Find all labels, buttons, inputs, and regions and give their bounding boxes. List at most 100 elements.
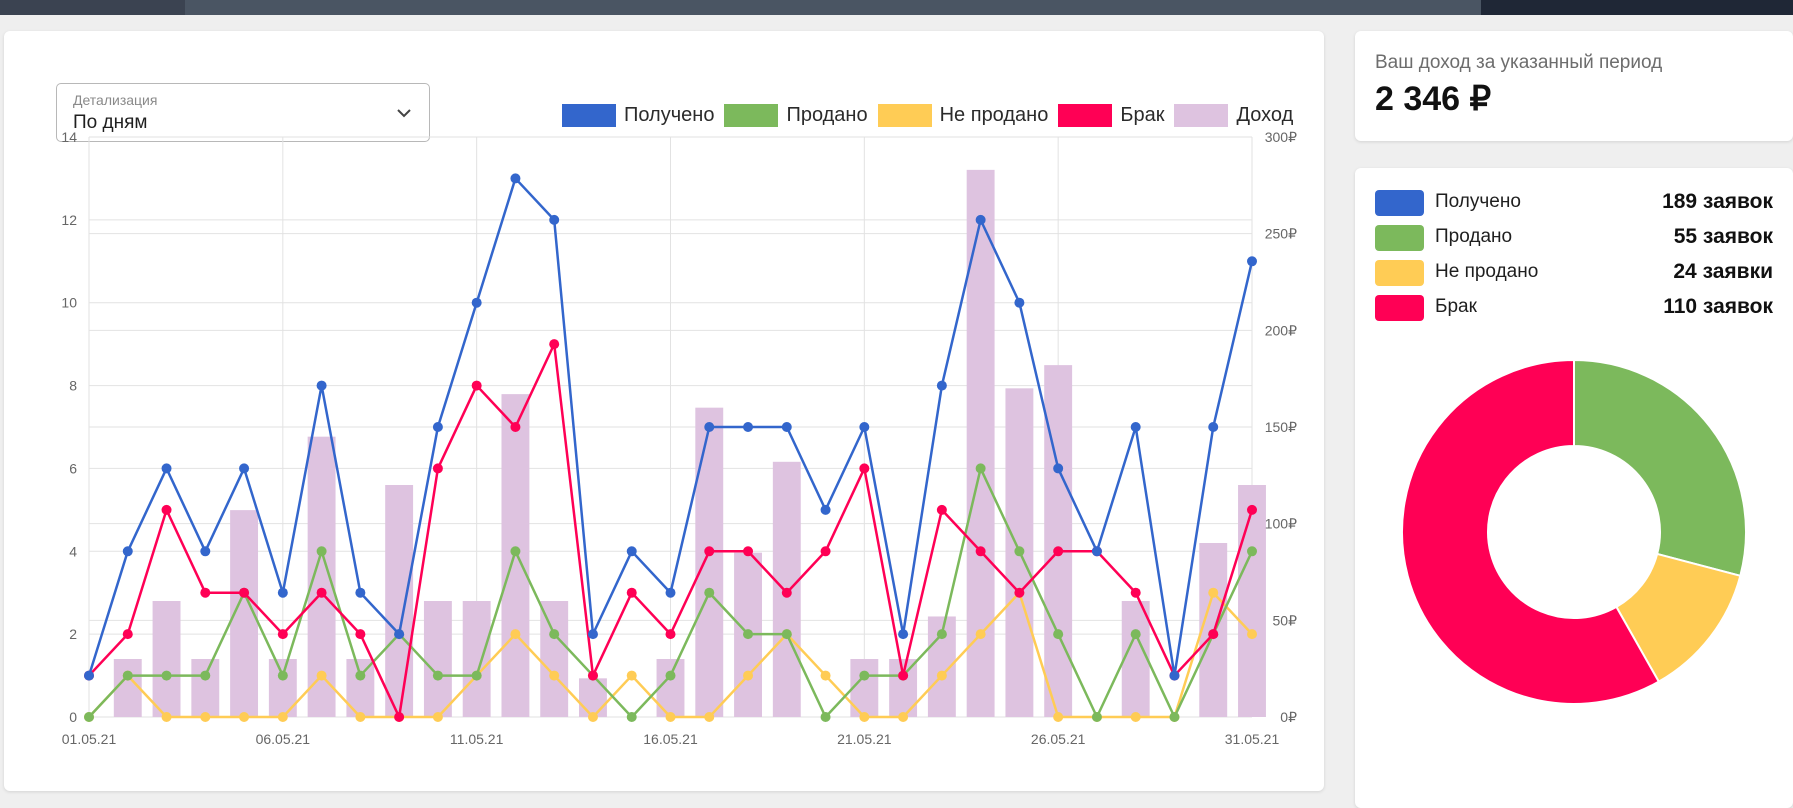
point-Продано-11 bbox=[471, 670, 482, 681]
point-Не продано-4 bbox=[200, 712, 211, 722]
point-Получено-1 bbox=[84, 670, 94, 681]
point-Брак-23 bbox=[936, 504, 947, 515]
point-Продано-19 bbox=[781, 629, 792, 640]
point-Продано-15 bbox=[626, 712, 637, 722]
point-Получено-24 bbox=[975, 214, 986, 225]
income-card: Ваш доход за указанный период 2 346 ₽ bbox=[1355, 31, 1793, 141]
legend-swatch-defect bbox=[1058, 103, 1113, 127]
legend-label-sold: Продано bbox=[786, 103, 868, 126]
top-app-bar bbox=[0, 0, 1793, 15]
point-Не продано-12 bbox=[510, 629, 521, 640]
legend-swatch-sold bbox=[724, 103, 779, 127]
income-bar-13 bbox=[540, 601, 569, 717]
income-bar-28 bbox=[1121, 601, 1150, 717]
point-Брак-21 bbox=[859, 463, 870, 474]
y-left-tick-4: 4 bbox=[69, 543, 77, 559]
stat-swatch-sold bbox=[1375, 225, 1424, 251]
legend-swatch-unsold bbox=[877, 103, 932, 127]
stat-label-received: Получено bbox=[1435, 191, 1521, 212]
stat-label-defect: Брак bbox=[1435, 296, 1477, 317]
income-title: Ваш доход за указанный период bbox=[1375, 52, 1663, 73]
y-right-tick-0: 0₽ bbox=[1280, 709, 1297, 725]
point-Брак-9 bbox=[394, 712, 405, 722]
x-tick-1: 06.05.21 bbox=[256, 731, 311, 747]
stat-value-sold: 55 заявок bbox=[1673, 225, 1773, 248]
chart-legend: Получено Продано Не продано Брак Доход bbox=[562, 103, 1303, 127]
donut-slice-Продано[interactable] bbox=[1573, 358, 1747, 578]
y-right-tick-6: 300₽ bbox=[1265, 129, 1297, 145]
top-bar-right-segment bbox=[1481, 0, 1793, 15]
point-Не продано-31 bbox=[1247, 629, 1257, 640]
point-Брак-15 bbox=[626, 587, 637, 598]
point-Брак-22 bbox=[898, 670, 909, 681]
point-Брак-3 bbox=[161, 504, 172, 515]
point-Получено-8 bbox=[355, 587, 366, 598]
y-left-tick-6: 6 bbox=[69, 460, 77, 476]
legend-item-unsold[interactable]: Не продано bbox=[877, 103, 1048, 127]
point-Продано-28 bbox=[1130, 629, 1141, 640]
income-value: 2 346 ₽ bbox=[1375, 80, 1492, 118]
point-Продано-2 bbox=[122, 670, 133, 681]
point-Брак-24 bbox=[975, 546, 986, 557]
x-tick-6: 31.05.21 bbox=[1225, 731, 1280, 747]
point-Получено-10 bbox=[432, 422, 443, 432]
x-tick-2: 11.05.21 bbox=[450, 731, 504, 747]
point-Не продано-23 bbox=[936, 670, 947, 681]
point-Брак-8 bbox=[355, 629, 366, 640]
point-Не продано-15 bbox=[626, 670, 637, 681]
point-Продано-6 bbox=[277, 670, 288, 681]
point-Продано-21 bbox=[859, 670, 870, 681]
point-Не продано-24 bbox=[975, 629, 986, 640]
point-Получено-26 bbox=[1053, 463, 1064, 474]
y-right-tick-2: 100₽ bbox=[1265, 516, 1297, 532]
y-left-tick-10: 10 bbox=[61, 295, 77, 311]
legend-item-sold[interactable]: Продано bbox=[724, 103, 868, 127]
detail-select[interactable]: Детализация По дням bbox=[56, 83, 430, 142]
point-Продано-29 bbox=[1169, 712, 1180, 722]
top-bar-left-segment bbox=[0, 0, 185, 15]
stat-row-received: Получено 189 заявок bbox=[1375, 189, 1773, 217]
y-left-tick-0: 0 bbox=[69, 709, 77, 725]
point-Получено-4 bbox=[200, 546, 211, 557]
legend-item-income[interactable]: Доход bbox=[1174, 103, 1293, 127]
point-Брак-31 bbox=[1247, 504, 1257, 515]
point-Получено-30 bbox=[1208, 422, 1219, 432]
income-bar-10 bbox=[423, 601, 452, 717]
point-Брак-16 bbox=[665, 629, 676, 640]
point-Продано-8 bbox=[355, 670, 366, 681]
point-Продано-18 bbox=[743, 629, 754, 640]
point-Не продано-20 bbox=[820, 670, 831, 681]
point-Получено-12 bbox=[510, 173, 521, 184]
point-Продано-3 bbox=[161, 670, 172, 681]
point-Брак-4 bbox=[200, 587, 211, 598]
point-Брак-19 bbox=[781, 587, 792, 598]
legend-item-defect[interactable]: Брак bbox=[1058, 103, 1164, 127]
point-Не продано-18 bbox=[743, 670, 754, 681]
point-Не продано-7 bbox=[316, 670, 327, 681]
stat-value-unsold: 24 заявки bbox=[1673, 260, 1773, 283]
point-Получено-29 bbox=[1169, 670, 1180, 681]
point-Получено-13 bbox=[549, 214, 560, 225]
legend-label-received: Получено bbox=[624, 103, 715, 126]
stat-swatch-received bbox=[1375, 190, 1424, 216]
point-Продано-25 bbox=[1014, 546, 1025, 557]
point-Получено-9 bbox=[394, 629, 405, 640]
point-Не продано-14 bbox=[587, 712, 598, 722]
donut-slice-Брак[interactable] bbox=[1401, 358, 1661, 705]
point-Не продано-22 bbox=[898, 712, 909, 722]
point-Брак-6 bbox=[277, 629, 288, 640]
point-Получено-28 bbox=[1130, 422, 1141, 432]
income-bar-7 bbox=[307, 436, 336, 717]
point-Продано-13 bbox=[549, 629, 560, 640]
point-Брак-20 bbox=[820, 546, 831, 557]
point-Продано-24 bbox=[975, 463, 986, 474]
point-Получено-17 bbox=[704, 422, 715, 432]
point-Не продано-16 bbox=[665, 712, 676, 722]
y-right-tick-3: 150₽ bbox=[1265, 419, 1297, 435]
legend-item-received[interactable]: Получено bbox=[562, 103, 715, 127]
point-Получено-6 bbox=[277, 587, 288, 598]
point-Продано-10 bbox=[432, 670, 443, 681]
point-Брак-26 bbox=[1053, 546, 1064, 557]
x-tick-3: 16.05.21 bbox=[643, 731, 698, 747]
point-Не продано-5 bbox=[239, 712, 250, 722]
